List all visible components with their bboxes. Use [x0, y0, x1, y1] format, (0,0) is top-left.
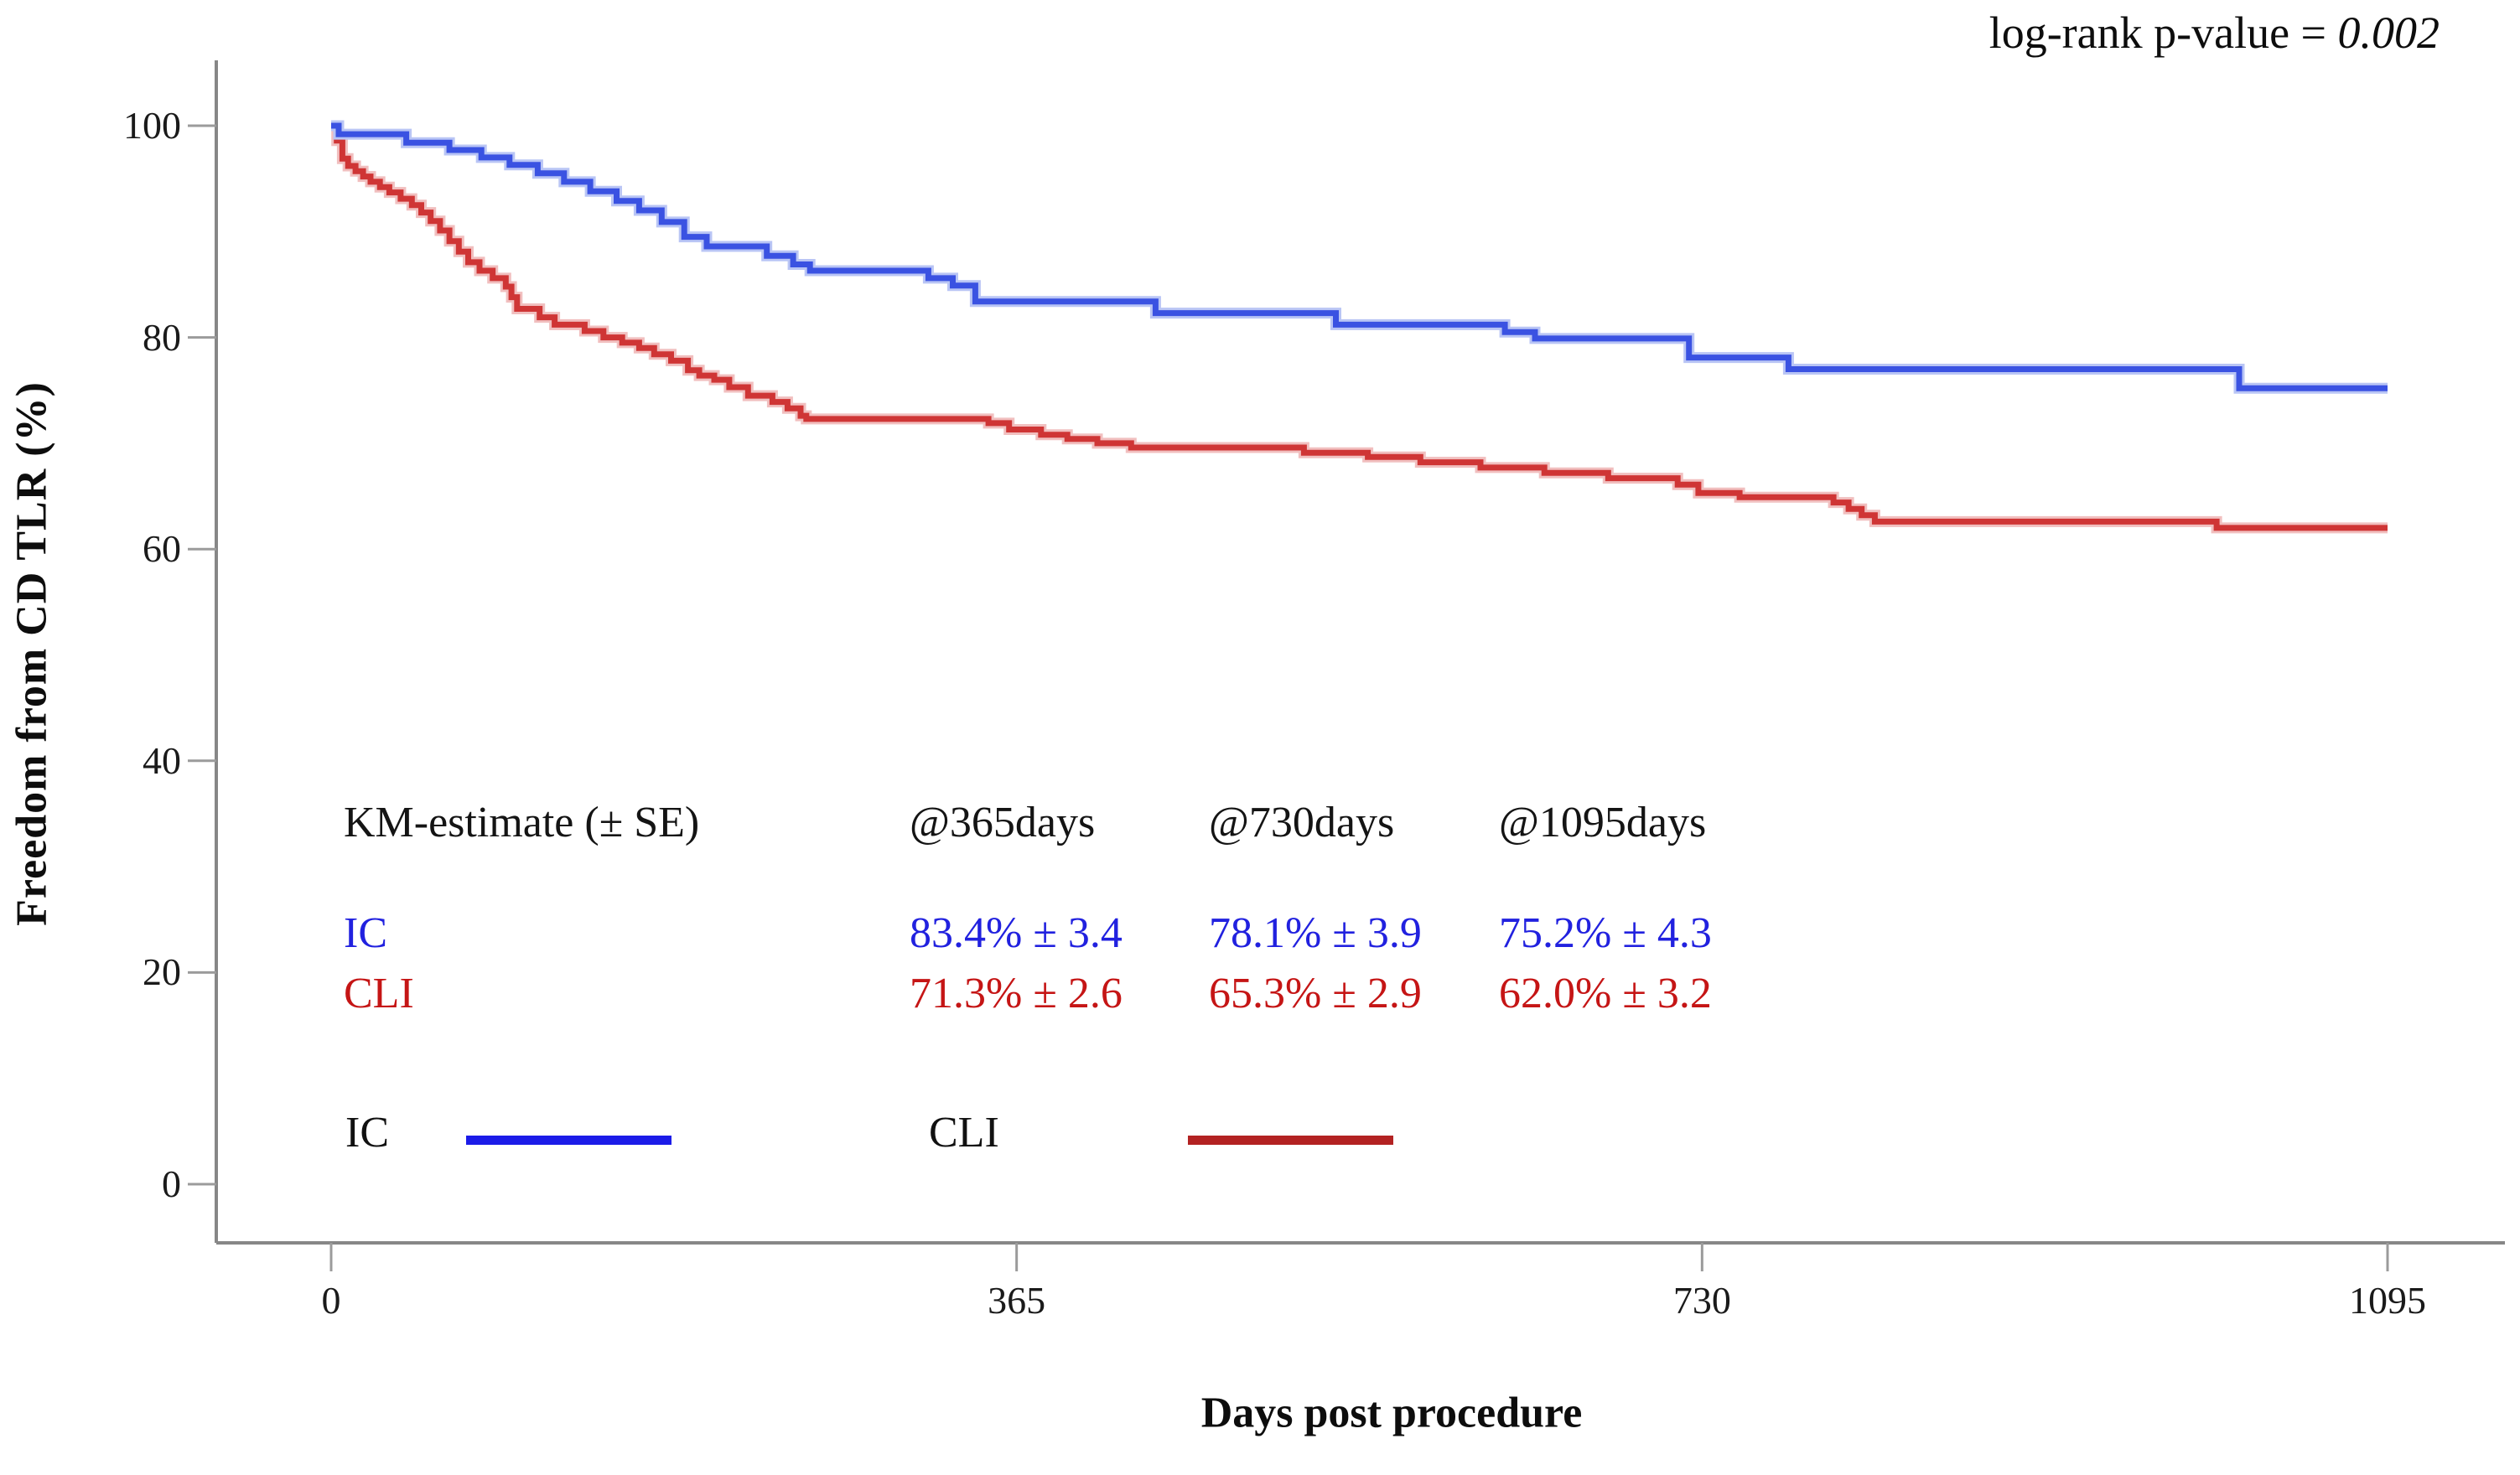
y-tick-label: 20	[143, 950, 181, 994]
y-tick-label: 100	[123, 104, 181, 147]
km-table-title: KM-estimate (± SE)	[344, 799, 700, 846]
km-row-cli-365: 71.3% ± 2.6	[910, 970, 1123, 1017]
log-rank-value: 0.002	[2337, 8, 2440, 58]
legend-cli-label: CLI	[929, 1109, 999, 1157]
legend-cli-line-swatch	[1188, 1136, 1393, 1145]
legend-ic-line-swatch	[466, 1136, 671, 1145]
x-axis-title: Days post procedure	[1200, 1389, 1583, 1437]
y-tick-label: 80	[143, 315, 181, 359]
y-tick-label: 0	[162, 1162, 181, 1205]
y-tick-label: 60	[143, 527, 181, 571]
log-rank-label: log-rank p-value =	[1989, 8, 2338, 58]
legend-ic-label: IC	[345, 1109, 389, 1157]
km-row-cli-730: 65.3% ± 2.9	[1209, 970, 1422, 1017]
km-row-ic-365: 83.4% ± 3.4	[910, 909, 1123, 957]
cli-curve	[331, 122, 2388, 531]
x-tick-label: 365	[988, 1279, 1046, 1322]
x-tick-label: 730	[1672, 1279, 1731, 1322]
km-row-ic-730: 78.1% ± 3.9	[1209, 909, 1422, 957]
km-table-col-730: @730days	[1209, 799, 1395, 846]
km-table-col-365: @365days	[910, 799, 1096, 846]
km-row-cli-1095: 62.0% ± 3.2	[1499, 970, 1712, 1017]
km-row-ic-label: IC	[344, 909, 387, 957]
x-tick-label: 1095	[2349, 1279, 2426, 1322]
x-tick-label: 0	[321, 1279, 341, 1322]
km-table-row-ic: IC 83.4% ± 3.4 78.1% ± 3.9 75.2% ± 4.3	[0, 908, 2520, 962]
km-row-cli-label: CLI	[344, 970, 414, 1017]
log-rank-annotation: log-rank p-value = 0.002	[1989, 7, 2440, 59]
y-tick-label: 40	[143, 738, 181, 782]
km-table-header-row: KM-estimate (± SE) @365days @730days @10…	[0, 798, 2520, 851]
km-row-ic-1095: 75.2% ± 4.3	[1499, 909, 1712, 957]
ic-curve	[331, 122, 2388, 391]
plot-legend: IC CLI	[0, 1110, 2520, 1168]
km-table-col-1095: @1095days	[1499, 799, 1707, 846]
km-table-row-cli: CLI 71.3% ± 2.6 65.3% ± 2.9 62.0% ± 3.2	[0, 969, 2520, 1022]
